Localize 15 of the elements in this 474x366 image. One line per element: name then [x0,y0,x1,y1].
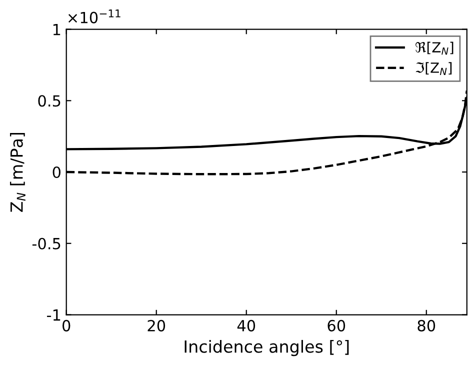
y-tick-label: -0.5 [32,238,60,250]
y-tick-label: 1 [53,24,60,36]
text: ×10$^{−11}$ [68,10,120,24]
y-tick-label: 0.5 [38,95,60,107]
x-tick-label: 60 [328,320,346,332]
y-tick-label: 0 [52,166,60,178]
y-tick-label: -1 [47,309,60,321]
x-tick-label: 80 [418,320,436,332]
x-tick-label: 0 [62,320,70,332]
x-axis-title: Incidence angles [°] [184,340,349,356]
x-tick-label: 40 [237,320,256,332]
legend-label: ℑ[Z$_{N}$] [416,62,452,75]
y-axis-title: Z$_{N}$ [m/Pa] [10,132,26,212]
legend-label: ℜ[Z$_{N}$] [416,42,454,55]
x-tick-label: 20 [148,320,166,332]
